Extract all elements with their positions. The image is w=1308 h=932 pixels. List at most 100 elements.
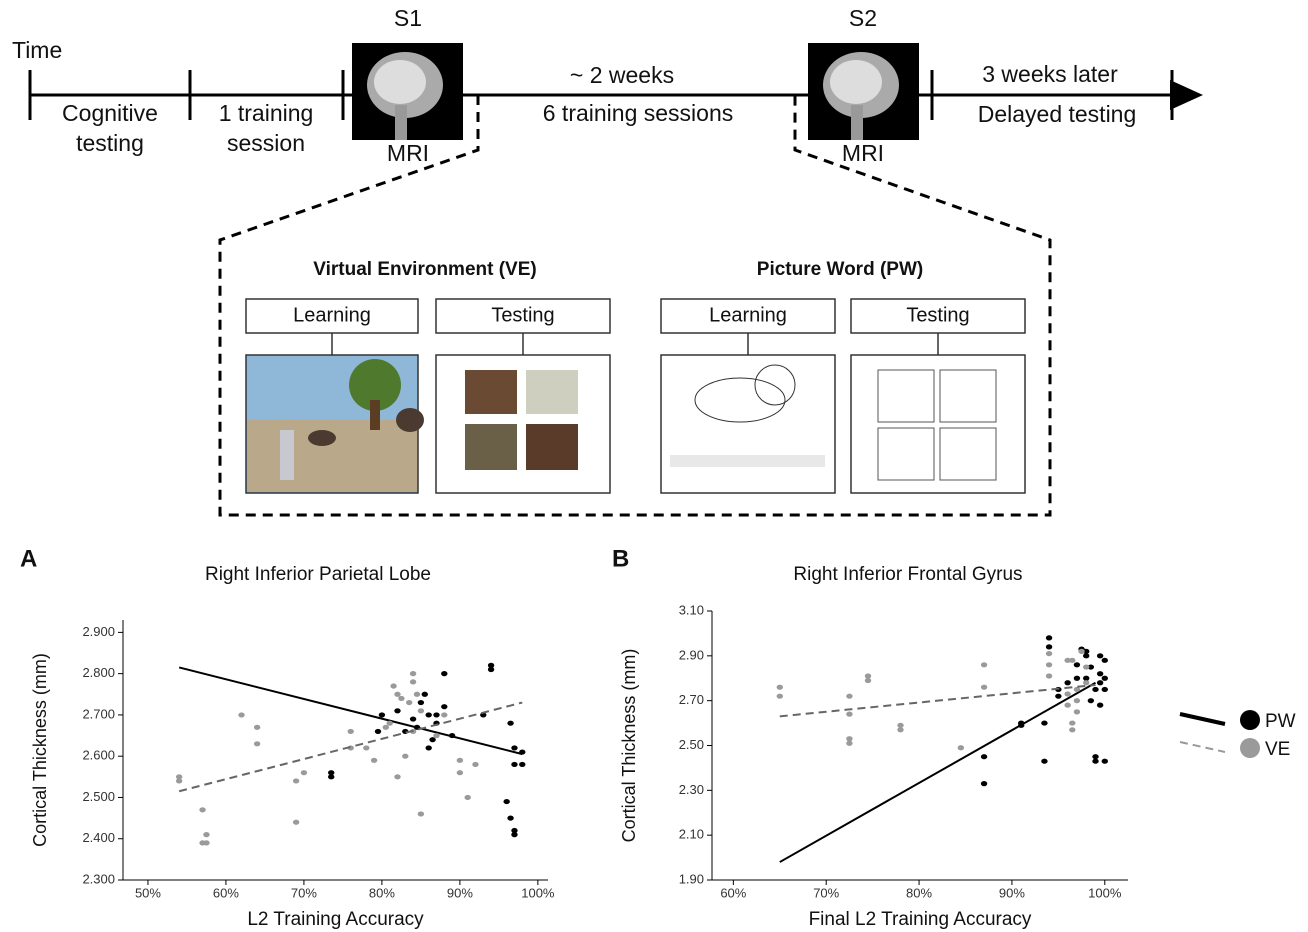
data-point (1041, 720, 1047, 725)
data-point (371, 758, 377, 763)
data-point (348, 729, 354, 734)
data-point (958, 745, 964, 750)
data-point (418, 700, 424, 705)
data-point (1083, 653, 1089, 658)
data-point (1046, 635, 1052, 640)
data-point (1041, 759, 1047, 764)
data-point (897, 723, 903, 728)
x-tick-label: 90% (447, 885, 473, 900)
data-point (176, 778, 182, 783)
data-point (1097, 653, 1103, 658)
pw-test-image (851, 355, 1025, 493)
data-point (390, 683, 396, 688)
y-tick-label: 2.900 (82, 624, 115, 639)
data-point (379, 712, 385, 717)
data-point (519, 762, 525, 767)
data-point (254, 741, 260, 746)
thumb (526, 424, 578, 470)
x-tick-label: 70% (813, 885, 839, 900)
data-point (363, 745, 369, 750)
data-point (406, 700, 412, 705)
data-point (375, 729, 381, 734)
data-point (1083, 676, 1089, 681)
y-tick-label: 2.600 (82, 748, 115, 763)
data-point (386, 721, 392, 726)
data-point (394, 692, 400, 697)
instruction-text (670, 455, 825, 467)
data-point (1083, 664, 1089, 669)
data-point (1102, 658, 1108, 663)
legend-line (1180, 742, 1225, 752)
data-point (238, 712, 244, 717)
avatar (280, 430, 294, 480)
data-point (1069, 658, 1075, 663)
y-tick-label: 2.300 (82, 871, 115, 886)
data-point (433, 712, 439, 717)
data-point (981, 662, 987, 667)
data-point (410, 716, 416, 721)
x-axis-label: L2 Training Accuracy (247, 909, 424, 930)
stage-label: Delayed testing (978, 101, 1137, 127)
data-point (328, 774, 334, 779)
data-point (777, 694, 783, 699)
brain (830, 60, 882, 104)
fit-line (179, 667, 522, 754)
charts: A Right Inferior Parietal Lobe L2 Training… (20, 545, 1296, 930)
legend-line (1180, 714, 1225, 724)
data-point (199, 807, 205, 812)
x-axis-label: Final L2 Training Accuracy (809, 909, 1032, 930)
spine (851, 105, 863, 140)
figure: Time Cognitive testing 1 training sessio… (0, 0, 1308, 932)
y-tick-label: 3.10 (679, 602, 704, 617)
data-point (383, 725, 389, 730)
spine (395, 105, 407, 140)
chart-title: Right Inferior Parietal Lobe (205, 564, 431, 585)
data-point (503, 799, 509, 804)
step-label: Learning (709, 304, 787, 326)
legend-dot (1240, 738, 1260, 758)
data-point (433, 733, 439, 738)
data-point (394, 774, 400, 779)
data-point (441, 704, 447, 709)
data-point (1074, 687, 1080, 692)
data-point (1092, 754, 1098, 759)
step-label: Testing (906, 304, 969, 326)
data-point (1092, 687, 1098, 692)
legend-dot (1240, 710, 1260, 730)
y-tick-label: 2.90 (679, 647, 704, 662)
data-point (429, 737, 435, 742)
data-point (1064, 680, 1070, 685)
data-point (488, 667, 494, 672)
panel-label: A (20, 545, 37, 572)
data-point (464, 795, 470, 800)
data-point (1046, 673, 1052, 678)
data-point (472, 762, 478, 767)
data-point (511, 745, 517, 750)
pw-learn-image (661, 355, 835, 493)
data-point (425, 712, 431, 717)
animal (396, 408, 424, 432)
data-point (425, 745, 431, 750)
stage-label: ~ 2 weeks (570, 62, 674, 88)
data-point (1046, 651, 1052, 656)
thumb (526, 370, 578, 414)
x-tick-label: 60% (720, 885, 746, 900)
time-label: Time (12, 37, 62, 63)
data-point (457, 758, 463, 763)
y-axis-label: Cortical Thickness (mm) (619, 649, 639, 843)
data-point (301, 770, 307, 775)
data-point (511, 828, 517, 833)
data-point (865, 673, 871, 678)
x-tick-label: 80% (906, 885, 932, 900)
y-tick-label: 1.90 (679, 871, 704, 886)
y-tick-label: 2.800 (82, 665, 115, 680)
data-point (846, 736, 852, 741)
data-point (846, 694, 852, 699)
data-point (410, 679, 416, 684)
data-point (1069, 727, 1075, 732)
brain (374, 60, 426, 104)
animal (308, 430, 336, 446)
data-point (846, 741, 852, 746)
y-axis-label: Cortical Thickness (mm) (30, 653, 50, 847)
stage-label: session (227, 130, 305, 156)
